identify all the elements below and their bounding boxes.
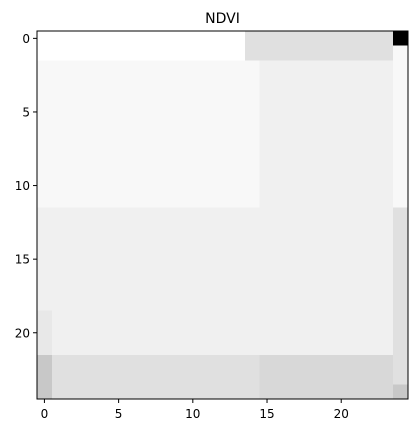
x-axis: 0 5 10 15 20 [41,399,349,421]
heatmap-region-10 [37,310,52,355]
y-tick-label: 10 [15,179,30,193]
heatmap-region-14 [393,354,408,385]
heatmap-region-5 [259,60,394,208]
heatmap-region-1 [244,31,394,61]
x-tick-label: 5 [115,407,123,421]
chart-title: NDVI [205,11,240,27]
heatmap-region-8 [259,207,394,355]
heatmap-region-12 [51,354,260,399]
heatmap-region-4 [37,60,260,208]
y-tick-label: 0 [22,32,30,46]
y-tick-label: 5 [22,105,30,119]
plot-frame [36,30,409,400]
y-tick-label: 20 [15,326,30,340]
heatmap-region-15 [393,384,408,399]
heatmap-region-11 [37,354,52,399]
heatmap-region-7 [37,207,260,355]
y-tick-label: 15 [15,253,30,267]
heatmap-region-2 [393,31,408,46]
x-tick-label: 10 [185,407,200,421]
heatmap-region-13 [259,354,394,399]
x-tick-label: 0 [41,407,49,421]
heatmap-region-6 [393,60,408,208]
heatmap-region-9 [393,207,408,355]
x-tick-label: 20 [334,407,349,421]
heatmap-region-3 [393,45,408,61]
x-tick-label: 15 [259,407,274,421]
heatmap-region-0 [37,31,245,61]
heatmap-cells [37,31,408,399]
y-axis: 0 5 10 15 20 [15,32,37,340]
